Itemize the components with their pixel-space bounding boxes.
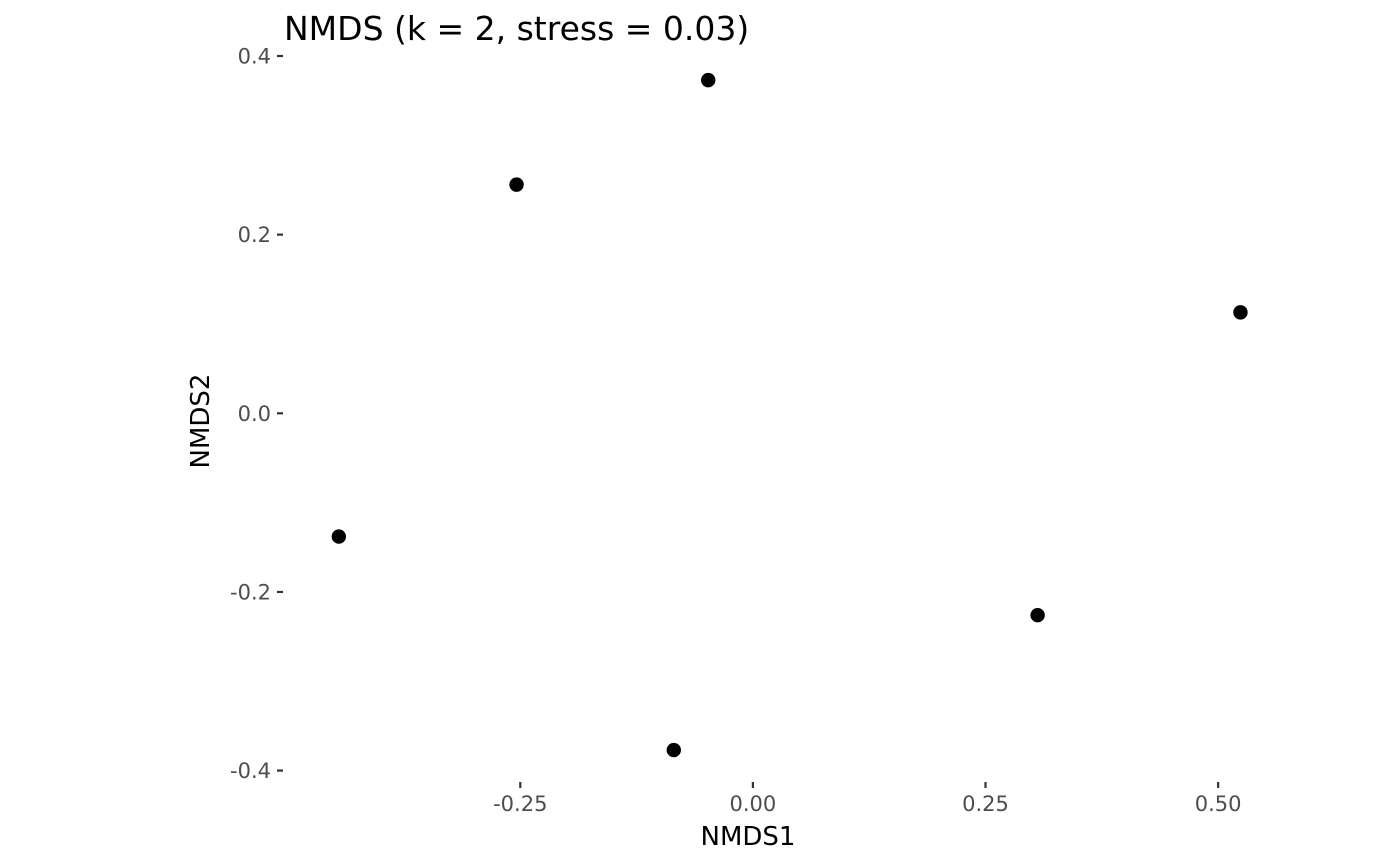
x-tick-label: 0.25 bbox=[962, 792, 1009, 816]
y-tick-label: -0.2 bbox=[230, 580, 271, 604]
data-point bbox=[1030, 607, 1045, 623]
y-axis: -0.4 -0.2 0.0 0.2 0.4 bbox=[230, 45, 283, 783]
y-tick-label: 0.0 bbox=[238, 402, 271, 426]
x-tick-label: -0.25 bbox=[493, 792, 547, 816]
y-tick-label: -0.4 bbox=[230, 759, 271, 783]
points-layer bbox=[331, 72, 1248, 758]
x-axis-title: NMDS1 bbox=[701, 822, 796, 852]
data-point bbox=[509, 177, 524, 192]
chart-title: NMDS (k = 2, stress = 0.03) bbox=[284, 9, 749, 48]
data-point bbox=[701, 72, 716, 88]
data-point bbox=[331, 529, 347, 544]
y-tick-label: 0.4 bbox=[238, 45, 271, 69]
y-axis-title: NMDS2 bbox=[186, 374, 216, 469]
y-tick-label: 0.2 bbox=[238, 223, 271, 247]
x-tick-label: 0.50 bbox=[1195, 792, 1242, 816]
data-point bbox=[666, 742, 681, 758]
x-axis: -0.25 0.00 0.25 0.50 bbox=[493, 782, 1242, 816]
data-point bbox=[1233, 305, 1248, 320]
x-tick-label: 0.00 bbox=[730, 792, 777, 816]
